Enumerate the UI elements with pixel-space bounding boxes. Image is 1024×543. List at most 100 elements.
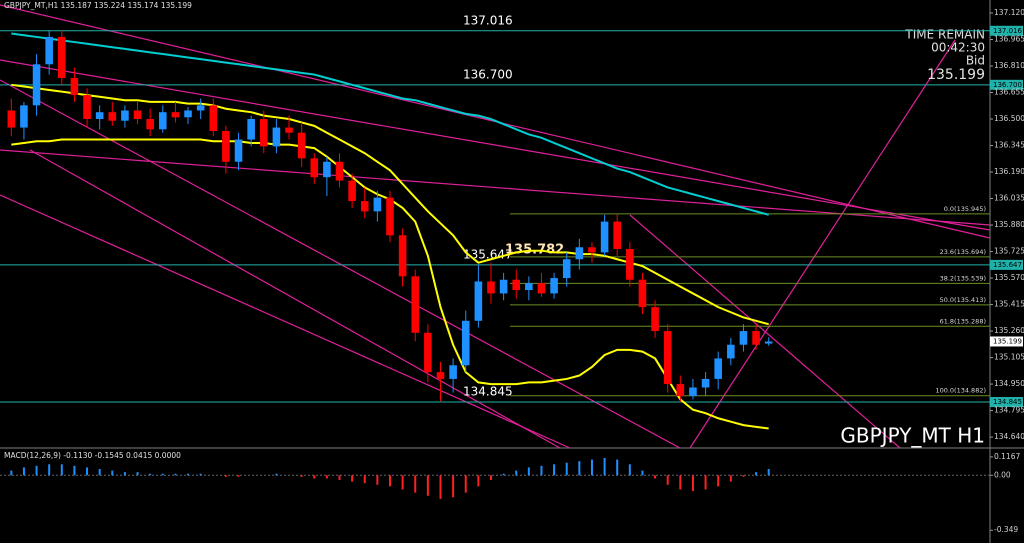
fib-label: 100.0(134.882) xyxy=(935,387,986,395)
candle-body xyxy=(449,365,457,379)
candle-body xyxy=(348,180,356,202)
candle-body xyxy=(272,127,281,147)
macd-bar xyxy=(174,473,177,476)
macd-bar xyxy=(578,461,581,476)
header-open: 135.187 xyxy=(61,1,92,10)
macd-bar xyxy=(679,475,682,490)
macd-bar xyxy=(237,475,240,477)
macd-bar xyxy=(199,473,202,476)
macd-bar xyxy=(452,475,455,498)
y-tick-label: 134.795 xyxy=(994,406,1024,415)
macd-bar xyxy=(464,475,467,493)
candle-body xyxy=(411,276,420,333)
macd-bar xyxy=(338,475,341,481)
macd-bar xyxy=(553,464,556,476)
trend-line xyxy=(0,194,571,449)
macd-bar xyxy=(149,473,152,476)
current-price: 135.199 xyxy=(993,337,1022,345)
macd-bar xyxy=(628,464,631,476)
candle-body xyxy=(386,197,394,236)
y-tick-label: 136.810 xyxy=(994,61,1024,70)
y-tick-label: 136.035 xyxy=(994,194,1024,203)
fib-label: 38.2(135.539) xyxy=(940,274,986,282)
level-label: 135.647 xyxy=(463,247,513,261)
y-tick-label: 135.105 xyxy=(994,353,1024,362)
candle-body xyxy=(184,110,192,118)
candle-body xyxy=(676,384,685,397)
macd-bar xyxy=(515,470,518,476)
macd-bar xyxy=(313,475,316,479)
axis-level-box xyxy=(990,259,1023,270)
candle-body xyxy=(689,387,697,397)
candle-body xyxy=(752,331,760,345)
candle-body xyxy=(663,331,672,385)
y-tick-label: 137.120 xyxy=(994,8,1024,17)
candle-body xyxy=(95,112,104,120)
candle-body xyxy=(651,307,659,332)
macd-bar xyxy=(654,475,657,479)
y-tick-label: 135.725 xyxy=(994,247,1024,256)
macd-bar xyxy=(603,457,606,476)
candle-body xyxy=(537,283,546,294)
level-label: 136.700 xyxy=(463,67,513,81)
indicator-line xyxy=(11,83,769,326)
candle-body xyxy=(159,112,167,130)
trend-line xyxy=(0,79,681,449)
candle-body xyxy=(638,279,647,308)
macd-bar xyxy=(742,475,745,477)
y-tick-label: 134.950 xyxy=(994,379,1024,388)
candle-body xyxy=(613,221,621,249)
macd-bar xyxy=(10,470,13,476)
candle-body xyxy=(171,112,180,118)
candle-body xyxy=(575,247,584,260)
candle-body xyxy=(461,320,470,366)
candle-body xyxy=(209,105,218,131)
fib-label: 23.6(135.694) xyxy=(940,248,986,256)
y-tick-label: 135.260 xyxy=(994,326,1024,335)
macd-bar xyxy=(48,464,51,476)
macd-bar xyxy=(565,462,568,476)
current-price-box xyxy=(990,336,1023,347)
macd-bar xyxy=(666,475,669,485)
candle-body xyxy=(727,344,735,359)
fib-label: 0.0(135.945) xyxy=(944,205,986,213)
candle-body xyxy=(600,221,609,253)
candle-body xyxy=(562,259,571,279)
macd-bar xyxy=(704,475,707,490)
candle-body xyxy=(487,281,495,294)
candle-body xyxy=(58,36,66,78)
candle-body xyxy=(588,247,596,253)
candle-body xyxy=(398,235,407,277)
axis-level-box xyxy=(990,25,1023,36)
macd-bar xyxy=(363,475,366,484)
macd-bar xyxy=(401,475,404,490)
macd-bar xyxy=(717,475,720,487)
trend-line xyxy=(0,149,991,226)
info-timer: 00:42:30 xyxy=(931,41,985,55)
axis-level-box xyxy=(990,397,1023,408)
trend-line xyxy=(689,39,956,449)
fib-label: 61.8(135.288) xyxy=(940,317,986,325)
candle-body xyxy=(360,201,369,212)
candle-body xyxy=(108,112,117,121)
info-bid-label: Bid xyxy=(966,54,985,68)
candle-body xyxy=(234,139,243,162)
watermark: GBPJPY_MT H1 xyxy=(840,424,985,448)
axis-level-box xyxy=(990,79,1023,90)
candle-body xyxy=(70,77,79,96)
macd-bar xyxy=(86,467,89,476)
y-tick-label: 0.00 xyxy=(994,470,1011,479)
candle-body xyxy=(7,110,16,128)
axis-level-label: 136.700 xyxy=(993,81,1022,89)
y-tick-label: 136.345 xyxy=(994,141,1024,150)
info-bid: 135.199 xyxy=(927,67,985,83)
candle-body xyxy=(32,64,41,106)
macd-bar xyxy=(187,473,190,476)
info-label: TIME REMAIN xyxy=(904,28,985,42)
macd-bar xyxy=(325,475,328,479)
macd-bar xyxy=(489,475,492,481)
level-label: 134.845 xyxy=(463,385,513,399)
candle-body xyxy=(499,279,508,294)
axis-level-label: 135.647 xyxy=(993,261,1022,269)
